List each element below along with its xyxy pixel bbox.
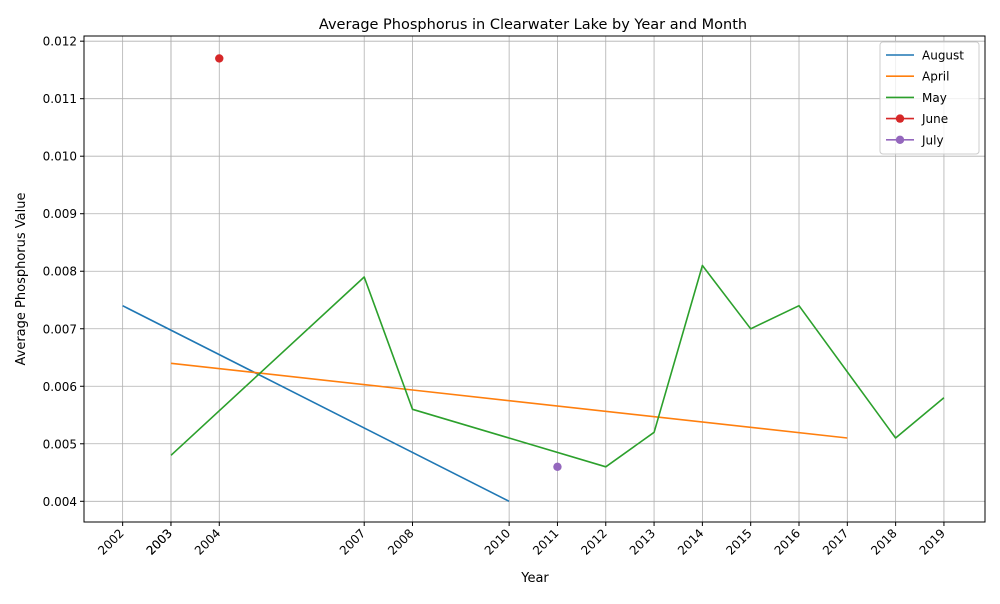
legend-marker-june	[895, 114, 905, 123]
legend-item-june: June	[886, 112, 948, 126]
series-june	[215, 54, 224, 63]
legend-item-may: May	[886, 91, 947, 105]
legend-marker-july	[895, 135, 905, 144]
y-tick-label: 0.004	[43, 495, 77, 509]
y-tick-label: 0.011	[43, 92, 77, 106]
plot-area	[83, 35, 986, 523]
data-point-june	[215, 54, 224, 63]
y-tick-label: 0.012	[43, 35, 77, 49]
series-april	[170, 362, 848, 439]
y-tick-label: 0.007	[43, 322, 77, 336]
legend-item-august: August	[886, 49, 964, 63]
series-july	[553, 462, 562, 471]
legend-label-july: July	[921, 133, 944, 147]
series-august	[122, 304, 510, 503]
series-line-may	[170, 264, 945, 468]
y-axis-label: Average Phosphorus Value	[14, 193, 29, 366]
y-tick-label: 0.006	[43, 380, 77, 394]
y-tick-label: 0.009	[43, 207, 77, 221]
data-point-july	[553, 462, 562, 471]
x-axis-label: Year	[520, 571, 549, 586]
legend-label-april: April	[922, 70, 949, 84]
legend-label-may: May	[922, 91, 947, 105]
series-line-april	[170, 362, 848, 439]
y-tick-label: 0.005	[43, 437, 77, 451]
legend-item-april: April	[886, 70, 949, 84]
legend-frame	[879, 41, 980, 155]
series-may	[170, 264, 945, 468]
legend-item-july: July	[886, 133, 944, 147]
legend-label-august: August	[922, 49, 964, 63]
y-tick-label: 0.010	[43, 150, 77, 164]
legend-label-june: June	[921, 112, 948, 126]
chart-title: Average Phosphorus in Clearwater Lake by…	[319, 17, 747, 33]
y-axis-ticks: 0.004 0.005 0.006 0.007 0.008 0.009 0.010 0.011…	[43, 35, 84, 509]
legend: August April May June July	[879, 41, 980, 155]
grid	[84, 36, 985, 522]
series-layer	[122, 54, 945, 503]
series-line-august	[122, 304, 510, 503]
y-tick-label: 0.008	[43, 265, 77, 279]
